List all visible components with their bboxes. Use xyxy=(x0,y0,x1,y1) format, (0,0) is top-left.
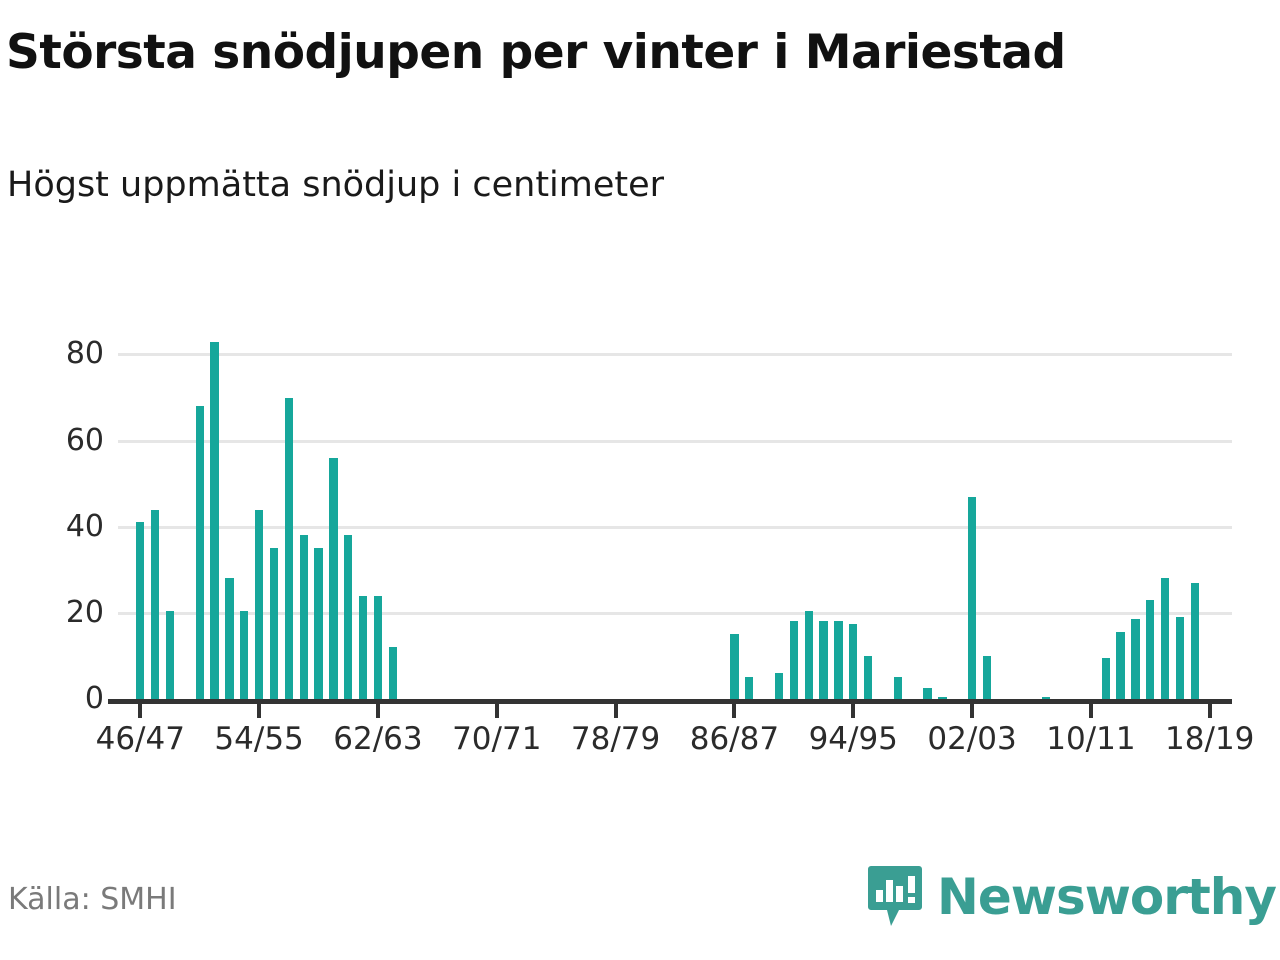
x-axis-tick xyxy=(494,702,499,718)
x-axis-label-86-87: 86/87 xyxy=(689,721,780,757)
x-axis-tick xyxy=(1088,702,1093,718)
x-axis-tick xyxy=(375,702,380,718)
bar xyxy=(150,509,160,699)
bar xyxy=(329,457,338,699)
bar xyxy=(210,341,219,699)
bar xyxy=(1175,617,1185,699)
bar xyxy=(849,623,858,699)
x-axis-tick xyxy=(257,702,262,718)
y-axis-label-60: 60 xyxy=(65,422,104,458)
newsworthy-logo: Newsworthy xyxy=(867,862,1277,932)
bar xyxy=(1042,696,1051,699)
x-axis-label-02-03: 02/03 xyxy=(927,721,1017,757)
page-title: Största snödjupen per vinter i Mariestad xyxy=(6,25,1066,80)
bar xyxy=(1146,599,1155,699)
bar xyxy=(1190,582,1200,699)
bar xyxy=(789,621,798,699)
x-axis-label-10-11: 10/11 xyxy=(1046,721,1136,757)
bar xyxy=(388,647,397,699)
bar xyxy=(834,621,843,699)
bar xyxy=(982,655,992,699)
y-axis-label-0: 0 xyxy=(84,681,104,716)
bar xyxy=(165,610,175,699)
bar xyxy=(284,397,293,699)
bar xyxy=(967,496,977,699)
x-axis-label-78-79: 78/79 xyxy=(570,721,661,757)
bar-chart-speech-bubble-icon xyxy=(868,866,922,926)
x-axis-tick xyxy=(732,702,737,718)
bar xyxy=(373,595,383,699)
bar xyxy=(1161,578,1170,699)
gridline-80 xyxy=(118,353,1232,357)
bar xyxy=(774,673,784,699)
snow-depth-bar-chart: 46/47 54/55 62/63 70/71 78/79 86/87 94/95 02/03… xyxy=(0,300,1280,755)
x-axis-label-54-55: 54/55 xyxy=(214,721,304,757)
x-axis-tick xyxy=(851,702,856,718)
bar xyxy=(299,535,308,699)
x-axis-line xyxy=(108,699,1232,704)
x-axis-tick xyxy=(138,702,143,718)
y-axis-label-40: 40 xyxy=(65,508,104,544)
bar xyxy=(225,578,234,699)
x-axis-label-70-71: 70/71 xyxy=(452,721,542,757)
gridline-40 xyxy=(118,525,1232,529)
page-subtitle: Högst uppmätta snödjup i centimeter xyxy=(7,165,665,205)
x-axis-tick xyxy=(613,702,618,718)
bar xyxy=(1131,619,1140,699)
bar xyxy=(240,610,249,699)
bar xyxy=(1101,658,1110,699)
bar xyxy=(938,696,947,699)
bar xyxy=(314,548,323,699)
y-axis-label-80: 80 xyxy=(65,336,104,372)
bar xyxy=(923,688,932,699)
source-credit: Källa: SMHI xyxy=(8,882,177,917)
bar xyxy=(745,677,754,699)
bar xyxy=(819,621,828,699)
x-axis-tick xyxy=(1207,702,1212,718)
bar xyxy=(136,522,145,699)
x-axis-label-94-95: 94/95 xyxy=(808,721,898,757)
bar xyxy=(195,406,204,699)
y-axis-label-20: 20 xyxy=(65,594,104,630)
bar xyxy=(269,548,279,699)
gridline-60 xyxy=(118,439,1232,443)
bar xyxy=(730,634,739,699)
x-axis-tick xyxy=(970,702,975,718)
bar xyxy=(344,535,353,699)
bar xyxy=(1116,632,1125,699)
bar xyxy=(863,655,873,699)
newsworthy-wordmark: Newsworthy xyxy=(937,868,1277,926)
plot-area: 46/47 54/55 62/63 70/71 78/79 86/87 94/95 02/03… xyxy=(96,320,1254,755)
bar xyxy=(358,595,368,699)
x-axis-label-46-47: 46/47 xyxy=(95,721,185,757)
x-axis-label-18-19: 18/19 xyxy=(1165,721,1255,757)
gridline-20 xyxy=(118,611,1232,615)
bar xyxy=(804,610,813,699)
bar xyxy=(254,509,264,699)
bar xyxy=(893,677,902,699)
x-axis-label-62-63: 62/63 xyxy=(333,721,423,757)
